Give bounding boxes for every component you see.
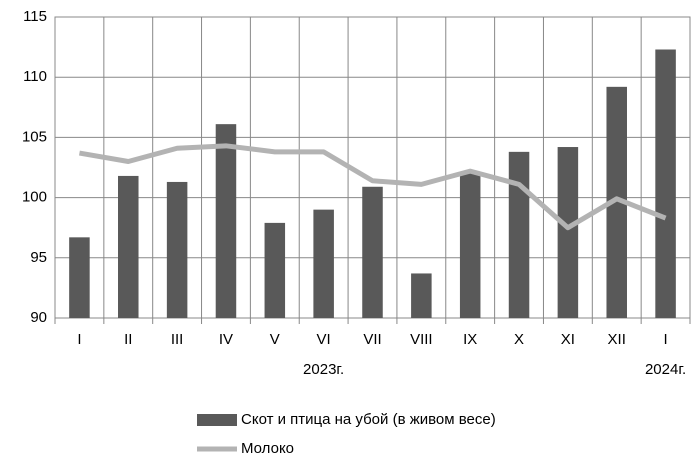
x-tick-label: VI [317,331,331,348]
bar [655,49,676,319]
bar [215,124,237,318]
x-tick-label: I [77,331,81,348]
bar [118,175,139,318]
y-tick-label: 110 [23,68,47,85]
bar [69,237,90,318]
bar [508,151,530,318]
x-tick-label: IV [219,331,233,348]
x-tick-label: III [171,331,184,348]
bar [606,86,627,318]
bar [166,181,188,318]
year-label: 2023г. [303,361,344,378]
x-tick-label: V [270,331,280,348]
x-tick-label: VIII [410,331,433,348]
x-tick-label: X [514,331,524,348]
line [78,143,667,231]
x-tick-label: I [663,331,667,348]
legend-label: Молоко [241,440,294,457]
x-tick-label: IX [463,331,477,348]
y-tick-label: 105 [22,128,47,145]
bar [362,186,383,318]
y-tick-label: 100 [22,189,47,206]
x-tick-label: VII [363,331,381,348]
bar [264,222,286,318]
y-tick-label: 90 [30,309,47,326]
legend-label: Скот и птица на убой (в живом весе) [241,411,496,428]
y-tick-label: 95 [30,249,47,266]
x-tick-label: XII [608,331,626,348]
bar [557,147,579,318]
year-label: 2024г. [645,361,686,378]
bar [411,273,432,318]
bar [459,173,481,318]
legend-swatch [197,414,237,426]
bar [313,209,334,318]
x-tick-label: XI [561,331,575,348]
x-tick-label: II [124,331,132,348]
y-tick-label: 115 [23,8,47,25]
